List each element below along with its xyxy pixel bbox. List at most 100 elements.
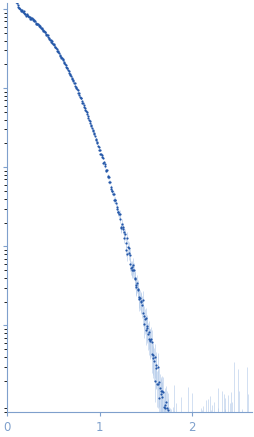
Point	[84, 108, 88, 115]
Point	[22, 10, 26, 17]
Point	[112, 196, 116, 203]
Point	[32, 18, 36, 25]
Point	[18, 6, 22, 13]
Point	[153, 364, 157, 371]
Point	[103, 167, 107, 174]
Point	[136, 285, 140, 292]
Point	[43, 29, 47, 36]
Point	[145, 323, 149, 329]
Point	[112, 196, 116, 203]
Point	[152, 378, 156, 385]
Point	[147, 337, 151, 344]
Point	[41, 27, 45, 34]
Point	[133, 276, 137, 283]
Point	[164, 405, 168, 412]
Point	[123, 239, 127, 246]
Point	[99, 151, 103, 158]
Point	[15, 2, 20, 9]
Point	[74, 84, 78, 91]
Point	[119, 224, 123, 231]
Point	[140, 297, 144, 304]
Point	[56, 48, 60, 55]
Point	[116, 208, 120, 215]
Point	[53, 43, 57, 50]
Point	[38, 22, 42, 29]
Point	[169, 432, 173, 437]
Point	[41, 28, 45, 35]
Point	[157, 395, 161, 402]
Point	[161, 403, 165, 410]
Point	[91, 127, 95, 134]
Point	[108, 179, 112, 186]
Point	[54, 45, 58, 52]
Point	[133, 283, 137, 290]
Point	[167, 423, 171, 430]
Point	[160, 393, 164, 400]
Point	[170, 431, 174, 437]
Point	[24, 11, 28, 18]
Point	[60, 55, 64, 62]
Point	[98, 147, 102, 154]
Point	[26, 13, 30, 20]
Point	[51, 40, 55, 47]
Point	[23, 10, 27, 17]
Point	[158, 388, 162, 395]
Point	[58, 53, 62, 60]
Point	[150, 355, 154, 362]
Point	[69, 73, 73, 80]
Point	[15, 0, 19, 7]
Point	[84, 109, 88, 116]
Point	[71, 77, 75, 84]
Point	[160, 388, 164, 395]
Point	[125, 243, 130, 250]
Point	[91, 129, 96, 136]
Point	[83, 106, 87, 113]
Point	[77, 91, 81, 98]
Point	[125, 251, 129, 258]
Point	[93, 135, 97, 142]
Point	[70, 75, 74, 82]
Point	[146, 336, 150, 343]
Point	[88, 121, 92, 128]
Point	[93, 133, 97, 140]
Point	[80, 97, 84, 104]
Point	[24, 12, 28, 19]
Point	[14, 0, 18, 5]
Point	[127, 250, 131, 257]
Point	[117, 211, 121, 218]
Point	[103, 163, 107, 170]
Point	[122, 230, 126, 237]
Point	[21, 8, 25, 15]
Point	[92, 131, 96, 138]
Point	[14, 0, 18, 3]
Point	[155, 364, 159, 371]
Point	[76, 89, 80, 96]
Point	[81, 100, 85, 107]
Point	[78, 93, 82, 100]
Point	[147, 329, 151, 336]
Point	[19, 6, 23, 13]
Point	[30, 15, 35, 22]
Point	[46, 34, 50, 41]
Point	[115, 203, 119, 210]
Point	[106, 174, 110, 181]
Point	[149, 338, 153, 345]
Point	[80, 99, 84, 106]
Point	[108, 184, 112, 191]
Point	[135, 286, 139, 293]
Point	[85, 113, 89, 120]
Point	[72, 80, 76, 87]
Point	[68, 71, 72, 78]
Point	[95, 140, 99, 147]
Point	[94, 137, 98, 144]
Point	[110, 187, 114, 194]
Point	[27, 13, 31, 20]
Point	[104, 167, 108, 174]
Point	[87, 118, 91, 125]
Point	[73, 82, 77, 89]
Point	[120, 225, 124, 232]
Point	[148, 336, 152, 343]
Point	[132, 274, 136, 281]
Point	[76, 90, 81, 97]
Point	[57, 52, 61, 59]
